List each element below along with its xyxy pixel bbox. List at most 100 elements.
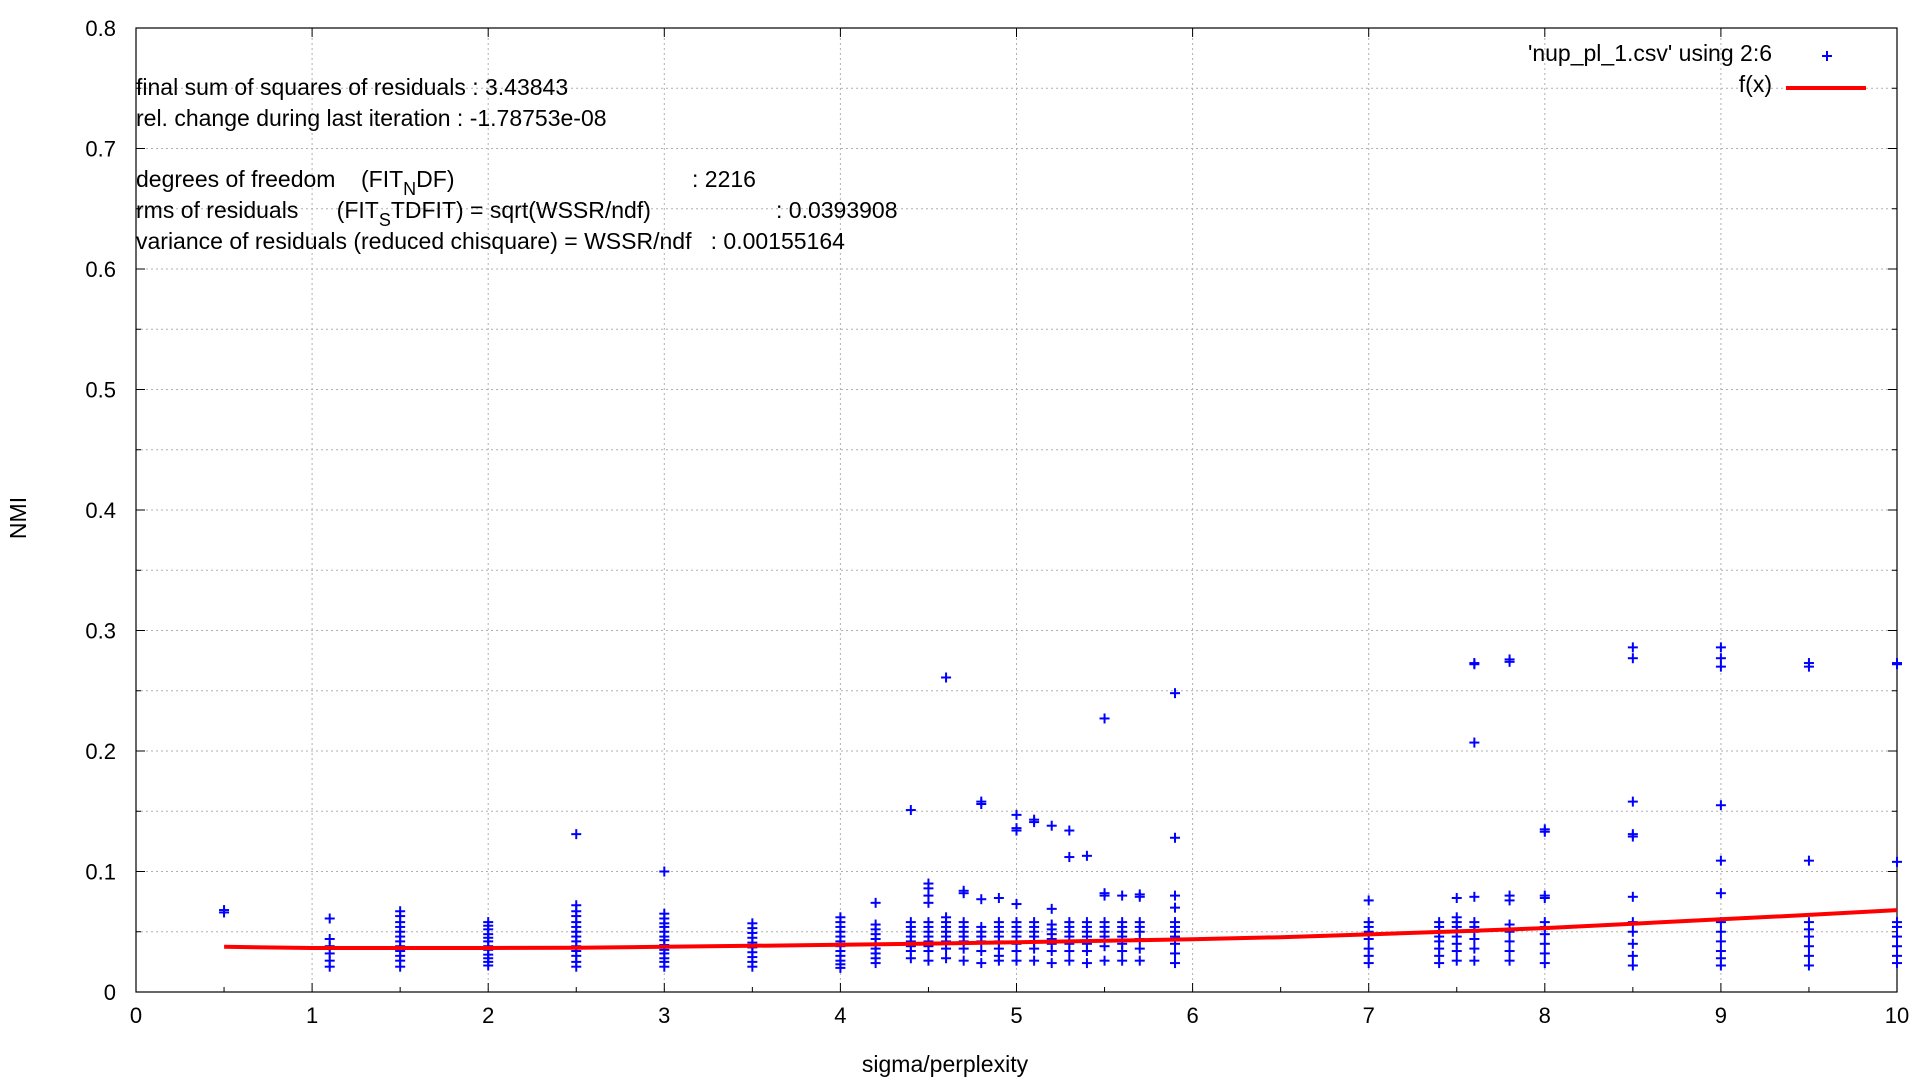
data-point xyxy=(1892,659,1902,670)
data-point xyxy=(1046,903,1057,914)
data-point xyxy=(571,961,582,972)
data-point xyxy=(941,953,952,964)
data-point xyxy=(1099,713,1110,724)
data-point xyxy=(976,799,987,810)
data-point xyxy=(905,805,916,816)
data-point xyxy=(483,960,494,971)
data-point xyxy=(941,672,952,683)
data-point xyxy=(1134,943,1145,954)
y-axis-title: NMI xyxy=(5,497,31,539)
data-point xyxy=(1064,825,1075,836)
data-point xyxy=(958,955,969,966)
data-point xyxy=(1627,796,1638,807)
data-point xyxy=(1434,958,1445,969)
fit-dof-label: degrees of freedom (FITNDF) xyxy=(136,166,455,199)
data-point xyxy=(1099,941,1110,952)
data-point xyxy=(1064,852,1075,863)
y-tick-label: 0.2 xyxy=(85,739,116,764)
data-point xyxy=(923,955,934,966)
data-point xyxy=(1469,933,1480,944)
x-tick-label: 0 xyxy=(130,1003,142,1028)
data-point xyxy=(1046,820,1057,831)
data-point xyxy=(1081,958,1092,969)
data-point xyxy=(1539,893,1550,904)
x-axis-title: sigma/perplexity xyxy=(862,1051,1029,1077)
fit-dof-prefix: degrees of freedom (FIT xyxy=(136,166,403,192)
fit-line xyxy=(224,908,1898,950)
data-point xyxy=(1099,890,1110,901)
data-point xyxy=(1627,642,1638,653)
data-point xyxy=(1363,895,1374,906)
legend-label-fit: f(x) xyxy=(1739,71,1772,97)
data-point xyxy=(1627,960,1638,971)
data-point xyxy=(1715,888,1726,899)
data-point xyxy=(1539,826,1550,837)
fit-variance: variance of residuals (reduced chisquare… xyxy=(136,228,845,254)
fit-dof-sub: N xyxy=(403,179,416,199)
data-point xyxy=(659,961,670,972)
data-point xyxy=(659,866,670,877)
data-point xyxy=(1169,958,1180,969)
data-point xyxy=(1892,958,1902,969)
data-point xyxy=(1469,891,1480,902)
x-tick-label: 2 xyxy=(482,1003,494,1028)
data-point xyxy=(923,946,934,957)
data-point xyxy=(1011,809,1022,820)
data-point xyxy=(1627,831,1638,842)
data-point xyxy=(324,961,335,972)
y-tick-label: 0.4 xyxy=(85,498,116,523)
data-point xyxy=(1627,950,1638,961)
data-point xyxy=(1715,936,1726,947)
data-point xyxy=(324,913,335,924)
data-point xyxy=(1803,855,1814,866)
data-point xyxy=(1046,958,1057,969)
data-point xyxy=(1011,946,1022,957)
data-point xyxy=(1627,653,1638,664)
data-point xyxy=(1539,929,1550,940)
data-point xyxy=(1715,661,1726,672)
data-point xyxy=(1892,856,1902,867)
data-point xyxy=(1504,946,1515,957)
data-point xyxy=(905,953,916,964)
data-point xyxy=(1469,943,1480,954)
x-tick-label: 9 xyxy=(1715,1003,1727,1028)
data-point xyxy=(747,961,758,972)
data-point xyxy=(1134,955,1145,966)
x-tick-label: 6 xyxy=(1186,1003,1198,1028)
data-point xyxy=(1892,921,1902,932)
y-tick-label: 0.6 xyxy=(85,257,116,282)
data-point xyxy=(1715,960,1726,971)
data-point xyxy=(1715,642,1726,653)
data-point xyxy=(1011,955,1022,966)
data-point xyxy=(1451,955,1462,966)
x-tick-label: 1 xyxy=(306,1003,318,1028)
data-point xyxy=(1469,659,1480,670)
fit-dof-value: : 2216 xyxy=(692,166,756,192)
x-tick-label: 8 xyxy=(1539,1003,1551,1028)
data-point xyxy=(1627,938,1638,949)
data-point xyxy=(1169,832,1180,843)
data-point xyxy=(1504,895,1515,906)
data-point xyxy=(571,829,582,840)
data-point xyxy=(1081,850,1092,861)
data-point xyxy=(1715,800,1726,811)
fit-rms-prefix: rms of residuals (FIT xyxy=(136,197,379,223)
legend-marker-data xyxy=(1822,51,1832,61)
y-tick-label: 0 xyxy=(104,980,116,1005)
data-point xyxy=(1892,931,1902,942)
y-tick-label: 0.5 xyxy=(85,378,116,403)
fit-statistics: final sum of squares of residuals : 3.43… xyxy=(136,74,898,254)
data-point xyxy=(1011,899,1022,910)
data-point xyxy=(958,943,969,954)
data-point xyxy=(1504,656,1515,667)
data-point xyxy=(1715,653,1726,664)
data-point xyxy=(1469,955,1480,966)
data-point xyxy=(1169,688,1180,699)
data-point xyxy=(835,962,846,973)
fit-rms-suffix: TDFIT) = sqrt(WSSR/ndf) xyxy=(391,197,651,223)
x-tick-label: 5 xyxy=(1010,1003,1022,1028)
x-tick-label: 3 xyxy=(658,1003,670,1028)
data-point xyxy=(1504,936,1515,947)
data-point xyxy=(1169,948,1180,959)
